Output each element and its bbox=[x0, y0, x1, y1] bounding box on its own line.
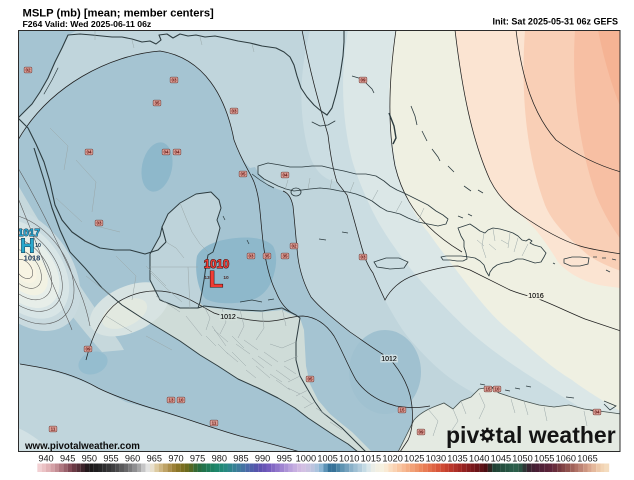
svg-text:1060: 1060 bbox=[556, 454, 576, 464]
svg-text:13: 13 bbox=[204, 275, 210, 281]
svg-text:15: 15 bbox=[399, 408, 405, 413]
svg-text:04: 04 bbox=[163, 150, 169, 155]
svg-text:09: 09 bbox=[418, 430, 424, 435]
svg-text:1012: 1012 bbox=[381, 356, 397, 363]
svg-text:950: 950 bbox=[82, 454, 97, 464]
svg-text:995: 995 bbox=[277, 454, 292, 464]
svg-text:970: 970 bbox=[168, 454, 183, 464]
svg-text:1016: 1016 bbox=[528, 293, 544, 300]
svg-text:piv: piv bbox=[446, 422, 479, 448]
svg-text:975: 975 bbox=[190, 454, 205, 464]
svg-text:1035: 1035 bbox=[447, 454, 467, 464]
svg-text:985: 985 bbox=[233, 454, 248, 464]
svg-text:955: 955 bbox=[103, 454, 118, 464]
svg-text:F264 Valid: Wed 2025-06-11 06z: F264 Valid: Wed 2025-06-11 06z bbox=[23, 19, 152, 29]
svg-text:1018: 1018 bbox=[24, 254, 41, 263]
svg-text:02: 02 bbox=[291, 244, 297, 249]
svg-text:1017: 1017 bbox=[18, 228, 41, 239]
svg-text:1012: 1012 bbox=[220, 314, 236, 321]
svg-text:02: 02 bbox=[25, 68, 31, 73]
svg-text:05: 05 bbox=[240, 172, 246, 177]
svg-text:1010: 1010 bbox=[204, 259, 230, 271]
svg-text:35: 35 bbox=[282, 254, 288, 259]
svg-text:03: 03 bbox=[231, 109, 237, 114]
svg-text:MSLP (mb) [mean; member center: MSLP (mb) [mean; member centers] bbox=[23, 8, 215, 20]
svg-text:09: 09 bbox=[85, 347, 91, 352]
svg-text:03: 03 bbox=[171, 78, 177, 83]
svg-text:1045: 1045 bbox=[491, 454, 511, 464]
svg-text:1020: 1020 bbox=[382, 454, 402, 464]
svg-text:1000: 1000 bbox=[296, 454, 316, 464]
svg-text:1030: 1030 bbox=[426, 454, 446, 464]
svg-text:35: 35 bbox=[264, 254, 270, 259]
svg-text:05: 05 bbox=[307, 377, 313, 382]
svg-text:04: 04 bbox=[282, 173, 288, 178]
svg-text:09: 09 bbox=[360, 78, 366, 83]
svg-text:03: 03 bbox=[96, 221, 102, 226]
svg-text:1040: 1040 bbox=[469, 454, 489, 464]
svg-text:1012: 1012 bbox=[381, 356, 397, 363]
svg-text:980: 980 bbox=[212, 454, 227, 464]
svg-text:965: 965 bbox=[147, 454, 162, 464]
svg-text:1065: 1065 bbox=[577, 454, 597, 464]
svg-text:1025: 1025 bbox=[404, 454, 424, 464]
svg-text:03: 03 bbox=[360, 255, 366, 260]
svg-text:1012: 1012 bbox=[220, 314, 236, 321]
svg-text:10: 10 bbox=[494, 387, 500, 392]
svg-text:35: 35 bbox=[154, 101, 160, 106]
svg-text:940: 940 bbox=[38, 454, 53, 464]
svg-text:1010: 1010 bbox=[339, 454, 359, 464]
svg-text:15: 15 bbox=[485, 387, 491, 392]
svg-text:11: 11 bbox=[51, 427, 56, 432]
svg-text:L: L bbox=[209, 266, 223, 292]
svg-text:10: 10 bbox=[223, 275, 229, 281]
svg-text:1050: 1050 bbox=[512, 454, 532, 464]
svg-text:04: 04 bbox=[594, 410, 600, 415]
svg-text:03: 03 bbox=[248, 254, 254, 259]
svg-text:13: 13 bbox=[168, 398, 174, 403]
svg-text:10: 10 bbox=[35, 243, 41, 249]
svg-text:945: 945 bbox=[60, 454, 75, 464]
svg-text:10: 10 bbox=[178, 398, 184, 403]
svg-text:1015: 1015 bbox=[361, 454, 381, 464]
svg-text:960: 960 bbox=[125, 454, 140, 464]
svg-text:tal weather: tal weather bbox=[496, 422, 616, 448]
svg-text:1055: 1055 bbox=[534, 454, 554, 464]
svg-text:Init: Sat 2025-05-31 06z GEFS: Init: Sat 2025-05-31 06z GEFS bbox=[492, 17, 618, 27]
svg-text:H: H bbox=[20, 236, 34, 258]
svg-text:04: 04 bbox=[174, 150, 180, 155]
svg-text:1005: 1005 bbox=[317, 454, 337, 464]
svg-text:990: 990 bbox=[255, 454, 270, 464]
svg-text:11: 11 bbox=[212, 421, 217, 426]
svg-text:www.pivotalweather.com: www.pivotalweather.com bbox=[24, 441, 140, 452]
svg-text:1016: 1016 bbox=[528, 293, 544, 300]
svg-text:04: 04 bbox=[86, 150, 92, 155]
